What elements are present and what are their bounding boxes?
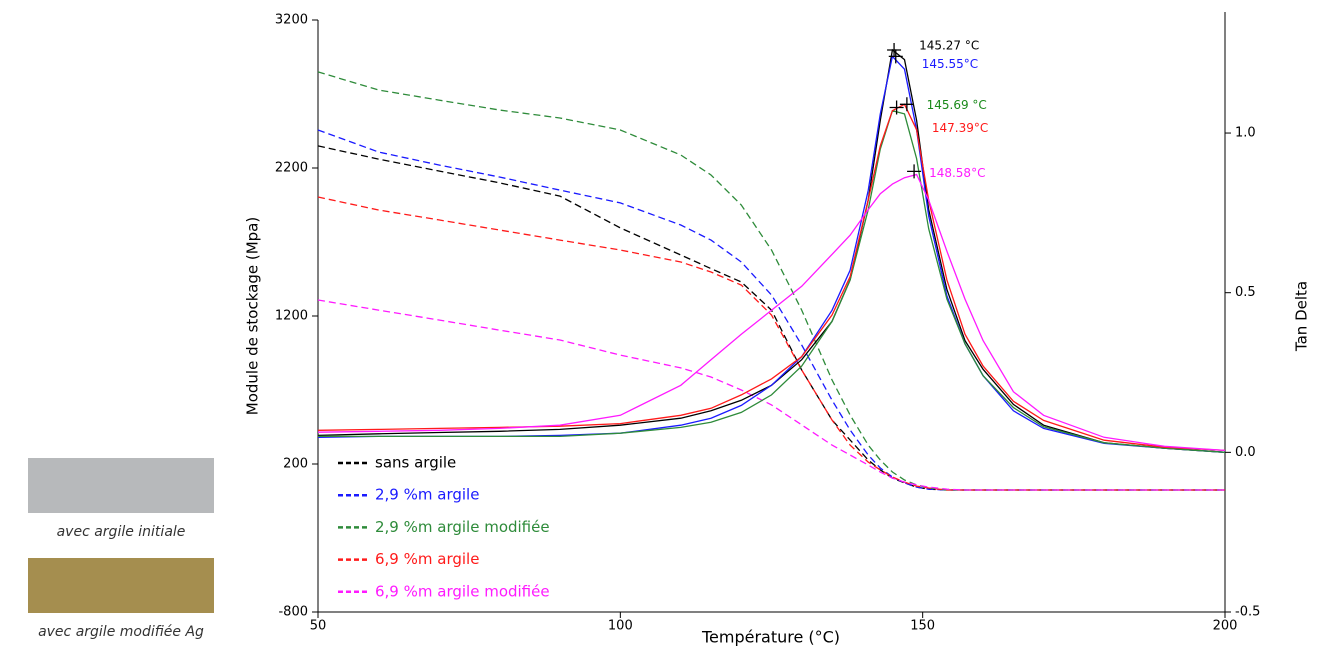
peak-marker <box>907 164 922 179</box>
peak-label: 147.39°C <box>932 121 988 135</box>
tan-delta-line <box>317 173 1226 452</box>
y-tick-label: 1200 <box>275 309 308 324</box>
y-tick-label: 3200 <box>275 13 308 28</box>
x-tick-label: 50 <box>310 619 327 634</box>
x-tick-label: 150 <box>910 619 935 634</box>
y-tick-label: -800 <box>278 605 308 620</box>
peak-label: 145.69 °C <box>927 98 987 112</box>
tan-delta-line <box>318 109 1226 453</box>
x-tick-label: 100 <box>608 619 633 634</box>
legend-label: 6,9 %m argile modifiée <box>375 582 550 600</box>
modulus-line <box>317 299 1225 491</box>
y-tick-label: 2200 <box>275 161 308 176</box>
x-tick-label: 200 <box>1213 619 1238 634</box>
peak-label: 145.27 °C <box>919 39 979 53</box>
peak-marker <box>899 97 914 112</box>
y2-tick-label: 0.5 <box>1235 285 1256 300</box>
y-axis-label: Module de stockage (Mpa) <box>244 217 262 415</box>
modulus-line <box>317 196 1225 491</box>
tan-delta-line <box>317 103 1226 452</box>
sample-label: avec argile modifiée Ag <box>38 624 204 640</box>
y2-tick-label: -0.5 <box>1235 605 1260 620</box>
peak-marker <box>887 43 902 58</box>
peak-label: 148.58°C <box>929 166 985 180</box>
modulus-line <box>317 129 1225 491</box>
sample-label: avec argile initiale <box>57 524 186 540</box>
peak-label: 145.55°C <box>922 57 978 71</box>
tan-delta-line <box>317 55 1226 453</box>
y2-axis-label: Tan Delta <box>1293 281 1311 352</box>
y2-tick-label: 0.0 <box>1235 445 1256 460</box>
sample-swatch <box>28 558 214 613</box>
x-axis-label: Température (°C) <box>701 628 840 647</box>
legend-label: 2,9 %m argile modifiée <box>375 518 550 536</box>
y2-tick-label: 1.0 <box>1235 126 1256 141</box>
legend-label: 2,9 %m argile <box>375 486 479 504</box>
sample-swatch <box>28 458 214 513</box>
modulus-line <box>317 145 1225 491</box>
y-tick-label: 200 <box>283 457 308 472</box>
peak-marker <box>888 49 903 64</box>
peak-marker <box>889 100 904 115</box>
legend-label: 6,9 %m argile <box>375 550 479 568</box>
modulus-line <box>317 71 1225 491</box>
legend-label: sans argile <box>375 454 456 472</box>
